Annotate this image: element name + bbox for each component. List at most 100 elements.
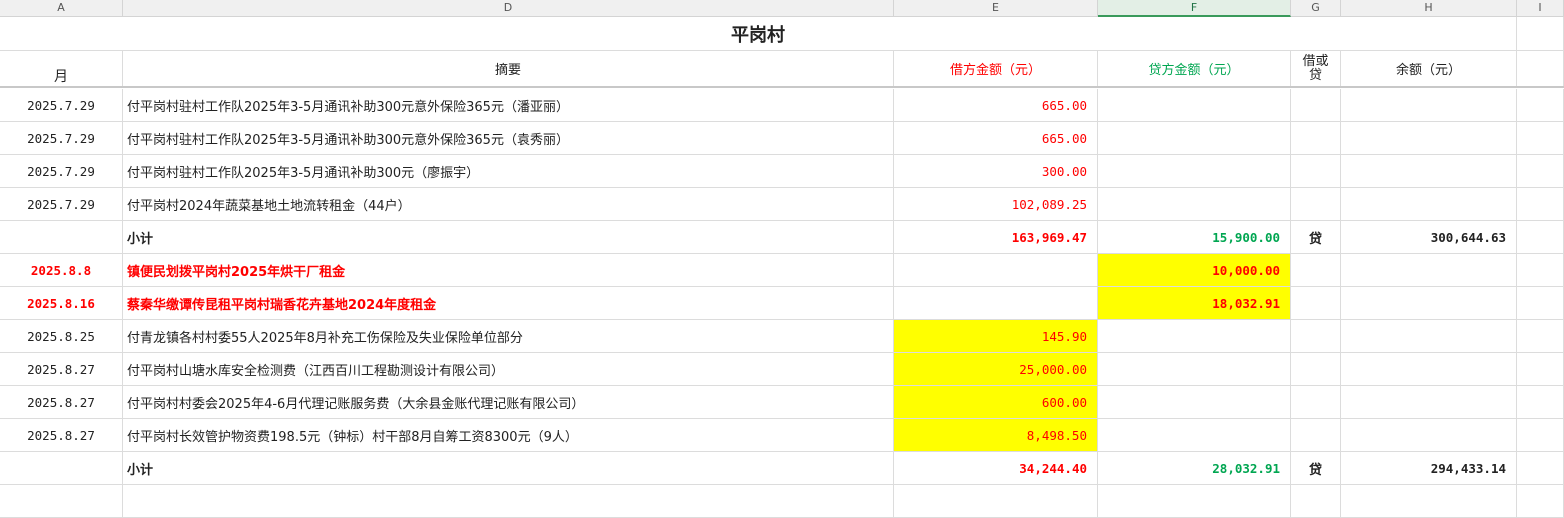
header-debit[interactable]: 借方金额（元） (894, 51, 1098, 86)
date-cell[interactable]: 2025.8.25 (0, 320, 123, 352)
dc-cell[interactable] (1291, 122, 1341, 154)
credit-cell[interactable]: 28,032.91 (1098, 452, 1291, 484)
sheet-title[interactable]: 平岗村 (0, 17, 1517, 50)
summary-cell[interactable]: 小计 (123, 221, 894, 253)
cell[interactable] (1517, 254, 1564, 286)
cell[interactable] (1517, 320, 1564, 352)
debit-cell[interactable]: 600.00 (894, 386, 1098, 418)
date-cell[interactable]: 2025.7.29 (0, 89, 123, 121)
dc-cell[interactable] (1291, 89, 1341, 121)
dc-cell[interactable] (1291, 353, 1341, 385)
balance-cell[interactable] (1341, 254, 1517, 286)
credit-cell[interactable] (1098, 89, 1291, 121)
date-cell[interactable]: 2025.8.27 (0, 353, 123, 385)
column-header-d[interactable]: D (123, 0, 894, 17)
summary-cell[interactable]: 付平岗村长效管护物资费198.5元（钟标）村干部8月自筹工资8300元（9人） (123, 419, 894, 451)
summary-cell[interactable]: 蔡秦华缴谭传昆租平岗村瑞香花卉基地2024年度租金 (123, 287, 894, 319)
cell[interactable] (1517, 386, 1564, 418)
cell[interactable] (1517, 89, 1564, 121)
credit-cell[interactable] (1098, 320, 1291, 352)
summary-cell[interactable]: 付平岗村驻村工作队2025年3-5月通讯补助300元（廖振宇） (123, 155, 894, 187)
date-cell[interactable]: 2025.7.29 (0, 155, 123, 187)
credit-cell[interactable] (1098, 155, 1291, 187)
column-header-i[interactable]: I (1517, 0, 1564, 17)
debit-cell[interactable]: 102,089.25 (894, 188, 1098, 220)
balance-cell[interactable] (1341, 320, 1517, 352)
debit-cell[interactable] (894, 287, 1098, 319)
dc-cell[interactable] (1291, 485, 1341, 517)
debit-cell[interactable]: 300.00 (894, 155, 1098, 187)
dc-cell[interactable] (1291, 254, 1341, 286)
credit-cell[interactable]: 10,000.00 (1098, 254, 1291, 286)
date-cell[interactable] (0, 452, 123, 484)
dc-cell[interactable] (1291, 386, 1341, 418)
balance-cell[interactable] (1341, 485, 1517, 517)
summary-cell[interactable]: 镇便民划拨平岗村2025年烘干厂租金 (123, 254, 894, 286)
dc-cell[interactable] (1291, 188, 1341, 220)
balance-cell[interactable] (1341, 386, 1517, 418)
cell[interactable] (1517, 353, 1564, 385)
cell[interactable] (1517, 188, 1564, 220)
credit-cell[interactable]: 15,900.00 (1098, 221, 1291, 253)
debit-cell[interactable]: 25,000.00 (894, 353, 1098, 385)
column-header-h[interactable]: H (1341, 0, 1517, 17)
summary-cell[interactable]: 付青龙镇各村村委55人2025年8月补充工伤保险及失业保险单位部分 (123, 320, 894, 352)
cell[interactable] (1517, 155, 1564, 187)
cell[interactable] (1517, 51, 1564, 86)
cell[interactable] (1517, 287, 1564, 319)
date-cell[interactable]: 2025.8.27 (0, 419, 123, 451)
balance-cell[interactable]: 300,644.63 (1341, 221, 1517, 253)
debit-cell[interactable] (894, 254, 1098, 286)
date-cell[interactable]: 2025.8.27 (0, 386, 123, 418)
balance-cell[interactable] (1341, 122, 1517, 154)
date-cell[interactable] (0, 221, 123, 253)
date-cell[interactable]: 2025.8.16 (0, 287, 123, 319)
dc-cell[interactable]: 贷 (1291, 221, 1341, 253)
debit-cell[interactable] (894, 485, 1098, 517)
date-cell[interactable]: 2025.7.29 (0, 122, 123, 154)
credit-cell[interactable] (1098, 419, 1291, 451)
dc-cell[interactable] (1291, 419, 1341, 451)
debit-cell[interactable]: 8,498.50 (894, 419, 1098, 451)
header-dc[interactable]: 借或 贷 (1291, 51, 1341, 86)
credit-cell[interactable] (1098, 485, 1291, 517)
balance-cell[interactable] (1341, 155, 1517, 187)
balance-cell[interactable] (1341, 287, 1517, 319)
credit-cell[interactable] (1098, 122, 1291, 154)
dc-cell[interactable] (1291, 155, 1341, 187)
date-cell[interactable]: 2025.8.8 (0, 254, 123, 286)
debit-cell[interactable]: 665.00 (894, 89, 1098, 121)
header-summary[interactable]: 摘要 (123, 51, 894, 86)
cell[interactable] (1517, 221, 1564, 253)
balance-cell[interactable] (1341, 89, 1517, 121)
cell[interactable] (1517, 485, 1564, 517)
cell[interactable] (1517, 419, 1564, 451)
balance-cell[interactable] (1341, 188, 1517, 220)
debit-cell[interactable]: 145.90 (894, 320, 1098, 352)
summary-cell[interactable] (123, 485, 894, 517)
column-header-e[interactable]: E (894, 0, 1098, 17)
column-header-f[interactable]: F (1098, 0, 1291, 17)
column-header-g[interactable]: G (1291, 0, 1341, 17)
cell[interactable] (1517, 122, 1564, 154)
column-header-a[interactable]: A (0, 0, 123, 17)
dc-cell[interactable]: 贷 (1291, 452, 1341, 484)
debit-cell[interactable]: 163,969.47 (894, 221, 1098, 253)
credit-cell[interactable] (1098, 188, 1291, 220)
header-credit[interactable]: 贷方金额（元） (1098, 51, 1291, 86)
debit-cell[interactable]: 665.00 (894, 122, 1098, 154)
balance-cell[interactable]: 294,433.14 (1341, 452, 1517, 484)
balance-cell[interactable] (1341, 353, 1517, 385)
summary-cell[interactable]: 付平岗村驻村工作队2025年3-5月通讯补助300元意外保险365元（潘亚丽） (123, 89, 894, 121)
dc-cell[interactable] (1291, 320, 1341, 352)
header-month[interactable]: 月 (0, 51, 123, 86)
date-cell[interactable] (0, 485, 123, 517)
date-cell[interactable]: 2025.7.29 (0, 188, 123, 220)
dc-cell[interactable] (1291, 287, 1341, 319)
credit-cell[interactable] (1098, 353, 1291, 385)
header-balance[interactable]: 余额（元） (1341, 51, 1517, 86)
credit-cell[interactable]: 18,032.91 (1098, 287, 1291, 319)
summary-cell[interactable]: 小计 (123, 452, 894, 484)
credit-cell[interactable] (1098, 386, 1291, 418)
summary-cell[interactable]: 付平岗村村委会2025年4-6月代理记账服务费（大余县金账代理记账有限公司） (123, 386, 894, 418)
